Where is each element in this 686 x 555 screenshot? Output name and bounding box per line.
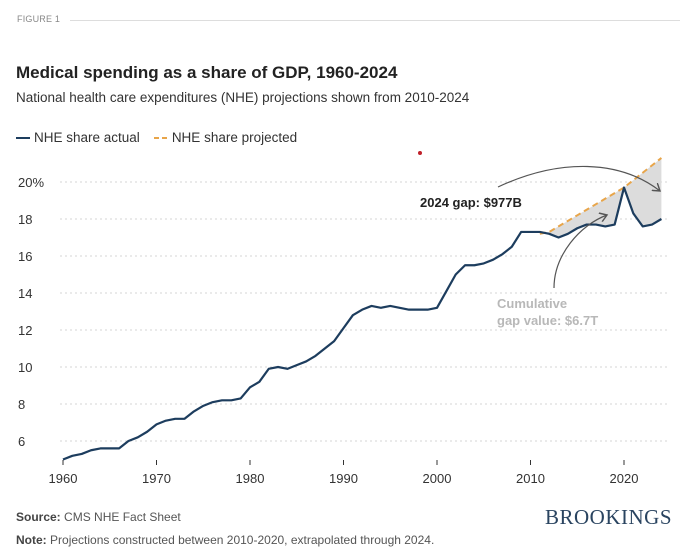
chart-title: Medical spending as a share of GDP, 1960… — [16, 63, 398, 82]
y-tick-label: 16 — [18, 249, 32, 264]
series-line-actual — [62, 186, 662, 461]
y-tick-label: 6 — [18, 434, 25, 449]
y-tick-label: 12 — [18, 323, 32, 338]
legend-item-actual: NHE share actual — [16, 130, 140, 145]
x-tick-label: 2000 — [423, 471, 452, 486]
note-line: Note: Projections constructed between 20… — [16, 533, 434, 547]
cumulative-gap-arrow — [553, 215, 607, 289]
annotation-2024-gap: 2024 gap: $977B — [420, 195, 522, 210]
legend-swatch-solid — [16, 136, 30, 139]
y-tick-label: 20% — [18, 175, 44, 190]
figure-label: FIGURE 1 — [17, 14, 61, 24]
x-tick-label: 2020 — [610, 471, 639, 486]
y-tick-label: 14 — [18, 286, 32, 301]
source-text: CMS NHE Fact Sheet — [64, 510, 181, 524]
legend-label-projected: NHE share projected — [171, 130, 298, 145]
figure-divider — [70, 20, 680, 21]
annotation-cumulative-line2: gap value: $6.7T — [497, 313, 598, 328]
x-tick-label: 1980 — [236, 471, 265, 486]
note-text: Projections constructed between 2010-202… — [50, 533, 435, 547]
annotation-cumulative-line1: Cumulative — [497, 296, 567, 311]
source-label: Source: — [16, 510, 61, 524]
x-tick-label: 1990 — [329, 471, 358, 486]
x-tick-label: 2010 — [516, 471, 545, 486]
chart-subtitle: National health care expenditures (NHE) … — [16, 90, 470, 105]
x-tick-label: 1960 — [49, 471, 78, 486]
y-tick-label: 10 — [18, 360, 32, 375]
source-line: Source: CMS NHE Fact Sheet — [16, 510, 181, 524]
note-label: Note: — [16, 533, 47, 547]
series-line-projected — [539, 157, 663, 235]
chart-plot: 6 8 10 12 14 16 18 20% 1960 1970 1980 1990 2000 2010… — [18, 151, 670, 486]
legend-item-projected: NHE share projected — [153, 130, 298, 145]
legend: NHE share actual NHE share projected — [16, 130, 305, 145]
x-tick-label: 1970 — [142, 471, 171, 486]
legend-label-actual: NHE share actual — [34, 130, 140, 145]
legend-swatch-dashed — [153, 136, 168, 139]
y-tick-label: 18 — [18, 212, 32, 227]
gap-2024-arrow — [497, 165, 660, 191]
y-tick-label: 8 — [18, 397, 25, 412]
brookings-logo: BROOKINGS — [544, 505, 672, 529]
red-dot-marker — [418, 151, 422, 155]
